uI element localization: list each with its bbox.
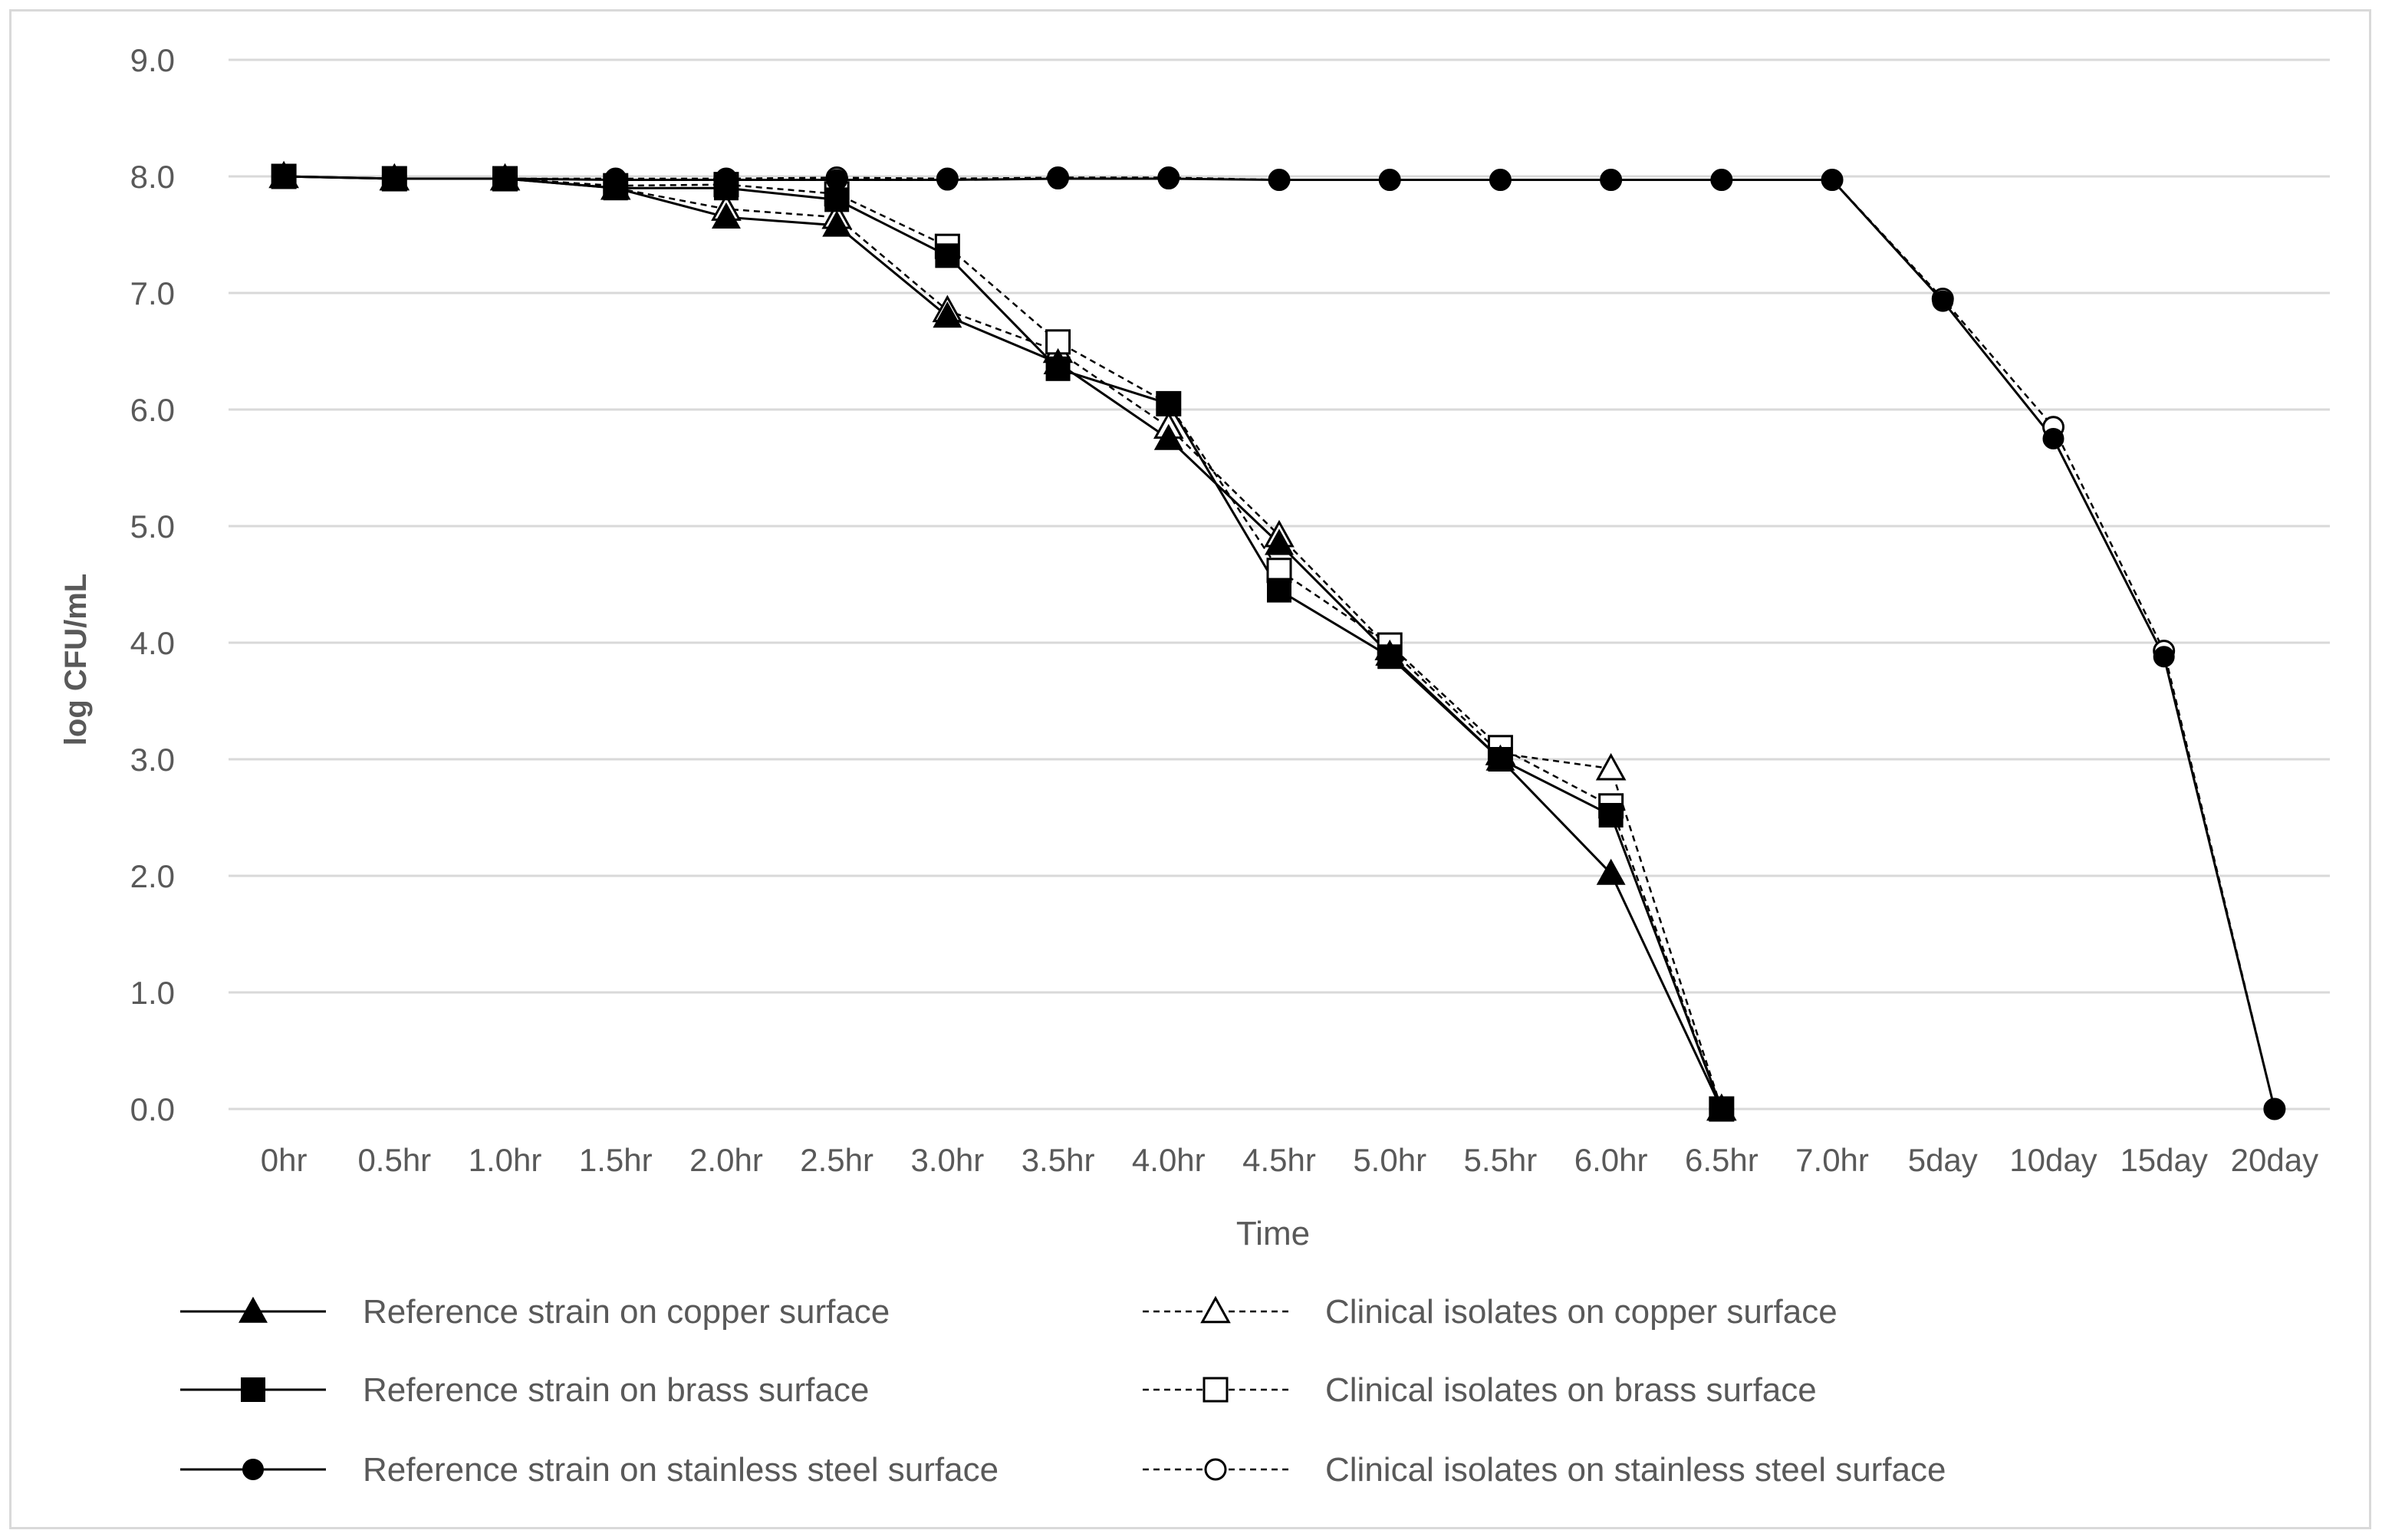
data-point-marker	[1157, 168, 1179, 190]
x-tick-label: 3.0hr	[911, 1142, 985, 1178]
y-tick-label: 3.0	[130, 742, 175, 778]
data-point-marker	[1377, 644, 1403, 670]
data-point-marker	[1265, 528, 1294, 555]
data-point-marker	[1821, 169, 1844, 191]
data-point-marker	[383, 168, 406, 190]
legend-marker	[1200, 1295, 1231, 1324]
data-point-marker	[1488, 747, 1513, 772]
legend-marker	[1204, 1458, 1227, 1481]
legend: Reference strain on copper surface Clinic…	[180, 1293, 1946, 1489]
x-tick-label: 20day	[2231, 1142, 2318, 1178]
x-tick-label: 6.0hr	[1574, 1142, 1648, 1178]
series-line-2	[284, 175, 1723, 1110]
data-point-marker	[711, 202, 741, 229]
legend-label: Reference strain on copper surface	[363, 1293, 890, 1331]
y-tick-label: 5.0	[130, 508, 175, 545]
series-markers	[268, 160, 2286, 1122]
data-point-marker	[715, 169, 737, 191]
chart-frame	[9, 9, 2371, 1529]
y-tick-label: 4.0	[130, 625, 175, 661]
legend-marker	[1203, 1377, 1229, 1403]
x-tick-label: 5.0hr	[1353, 1142, 1426, 1178]
x-tick-labels: 0hr 0.5hr 1.0hr 1.5hr 2.0hr 2.5hr 3.0hr 3.5hr 4.…	[261, 1142, 2318, 1178]
legend-marker	[239, 1296, 268, 1323]
data-point-marker	[822, 210, 852, 237]
y-tick-label: 6.0	[130, 392, 175, 428]
data-point-marker	[1268, 169, 1290, 191]
data-point-marker	[1047, 168, 1069, 190]
data-point-marker	[1710, 169, 1732, 191]
x-axis-label: Time	[1236, 1215, 1310, 1252]
data-point-marker	[2042, 428, 2065, 449]
y-tick-label: 0.0	[130, 1091, 175, 1127]
x-tick-label: 0.5hr	[357, 1142, 431, 1178]
data-point-marker	[936, 169, 959, 191]
legend-label: Clinical isolates on stainless steel sur…	[1325, 1451, 1946, 1489]
y-tick-labels: 0.0 1.0 2.0 3.0 4.0 5.0 6.0 7.0 8.0 9.0	[130, 42, 175, 1127]
x-tick-label: 0hr	[261, 1142, 308, 1178]
y-tick-label: 7.0	[130, 275, 175, 311]
data-point-marker	[1596, 858, 1626, 885]
data-point-marker	[1932, 290, 1954, 312]
x-tick-label: 2.5hr	[800, 1142, 874, 1178]
data-point-marker	[1598, 802, 1624, 828]
data-point-marker	[933, 301, 962, 328]
data-point-marker	[604, 169, 627, 191]
data-point-marker	[935, 243, 960, 268]
data-point-marker	[2153, 646, 2175, 668]
legend-marker	[242, 1459, 264, 1480]
legend-label: Reference strain on stainless steel surf…	[363, 1451, 999, 1489]
x-tick-label: 10day	[2009, 1142, 2097, 1178]
x-tick-label: 4.0hr	[1132, 1142, 1206, 1178]
legend-marker	[241, 1377, 265, 1402]
y-tick-label: 9.0	[130, 42, 175, 78]
legend-label: Clinical isolates on copper surface	[1325, 1293, 1837, 1331]
x-tick-label: 6.5hr	[1685, 1142, 1759, 1178]
y-tick-label: 1.0	[130, 975, 175, 1011]
data-point-marker	[273, 166, 295, 187]
x-tick-label: 4.5hr	[1242, 1142, 1316, 1178]
data-point-marker	[494, 168, 516, 190]
x-tick-label: 2.0hr	[689, 1142, 763, 1178]
x-tick-label: 3.5hr	[1022, 1142, 1095, 1178]
data-point-marker	[1489, 169, 1512, 191]
data-point-marker	[1709, 1097, 1734, 1121]
data-point-marker	[826, 169, 848, 191]
data-point-marker	[1600, 169, 1622, 191]
data-point-marker	[1379, 169, 1401, 191]
y-tick-label: 2.0	[130, 858, 175, 894]
data-point-marker	[1267, 578, 1291, 603]
x-tick-label: 1.5hr	[579, 1142, 653, 1178]
data-point-marker	[1045, 356, 1071, 381]
x-tick-label: 5.5hr	[1464, 1142, 1538, 1178]
data-point-marker	[2263, 1098, 2285, 1120]
x-tick-label: 7.0hr	[1795, 1142, 1869, 1178]
data-point-marker	[1595, 752, 1627, 781]
y-axis-label: log CFU/mL	[59, 574, 93, 745]
x-tick-label: 1.0hr	[469, 1142, 542, 1178]
x-tick-label: 5day	[1908, 1142, 1978, 1178]
data-point-marker	[824, 187, 850, 212]
x-tick-label: 15day	[2120, 1142, 2207, 1178]
data-point-marker	[1156, 391, 1181, 416]
legend-label: Reference strain on brass surface	[363, 1371, 869, 1409]
legend-label: Clinical isolates on brass surface	[1325, 1371, 1817, 1409]
y-tick-label: 8.0	[130, 159, 175, 195]
data-point-marker	[1153, 423, 1183, 450]
